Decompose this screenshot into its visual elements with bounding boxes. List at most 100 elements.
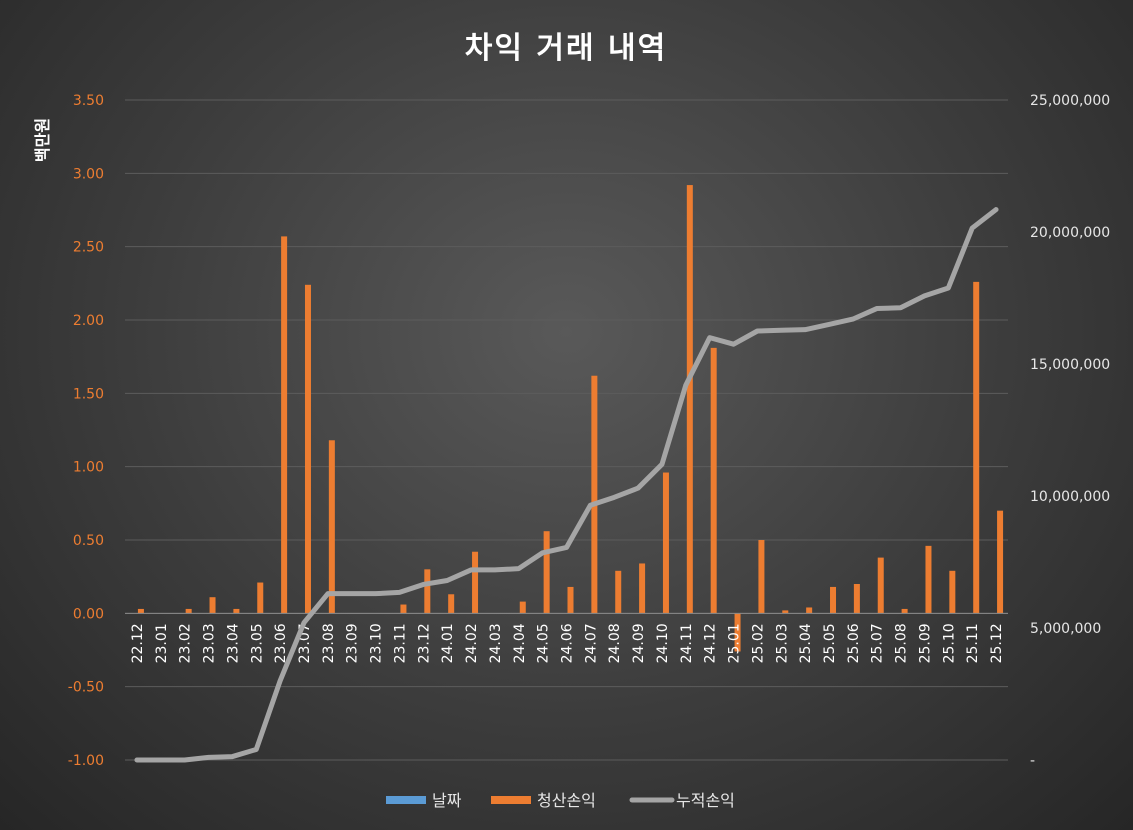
left-tick-label: 2.50: [73, 240, 104, 256]
x-axis-ticks: 22.12 23.01 23.02 23.03 23.04 23.05 23.06 23.07…: [130, 623, 1005, 663]
bar-23.07: [304, 284, 311, 614]
left-tick-label: -1.00: [68, 753, 104, 769]
right-tick-label: 15,000,000: [1030, 357, 1110, 373]
x-tick-label: 24.01: [440, 623, 456, 663]
right-tick-label: 20,000,000: [1030, 225, 1110, 241]
x-tick-label: 25.12: [989, 623, 1005, 663]
x-tick-label: 24.05: [536, 623, 552, 663]
left-tick-label: 1.00: [73, 460, 104, 476]
x-tick-label: 23.02: [178, 623, 194, 663]
chart-title: 차익 거래 내역: [465, 31, 668, 66]
x-tick-label: 23.01: [154, 623, 170, 663]
bar-24.09: [639, 563, 646, 614]
x-tick-label: 24.04: [512, 623, 528, 663]
bar-23.11: [400, 604, 407, 614]
x-tick-label: 25.06: [846, 623, 862, 663]
x-tick-label: 24.09: [631, 623, 647, 663]
left-tick-label: 0.50: [73, 533, 104, 549]
x-tick-label: 23.11: [392, 623, 408, 663]
x-tick-label: 24.03: [488, 623, 504, 663]
legend-swatch-date: [386, 796, 426, 804]
x-tick-label: 25.07: [870, 623, 886, 663]
bar-23.04: [233, 608, 240, 614]
bar-24.06: [567, 586, 574, 614]
legend-label-pnl: 청산손익: [537, 791, 596, 810]
x-tick-label: 24.06: [560, 623, 576, 663]
right-tick-label: 10,000,000: [1030, 489, 1110, 505]
bar-25.10: [949, 570, 956, 614]
bar-25.05: [830, 586, 837, 614]
x-tick-label: 25.10: [941, 623, 957, 663]
x-tick-label: 23.06: [273, 623, 289, 663]
bar-24.08: [615, 570, 622, 614]
bar-25.08: [901, 608, 908, 614]
legend-swatch-pnl: [491, 796, 531, 804]
bar-25.06: [853, 584, 860, 614]
bar-24.07: [591, 375, 598, 614]
right-tick-label: 25,000,000: [1030, 93, 1110, 109]
x-tick-label: 24.02: [464, 623, 480, 663]
bar-25.02: [758, 540, 765, 614]
bar-23.03: [209, 597, 216, 614]
x-tick-label: 25.02: [750, 623, 766, 663]
legend-label-date: 날짜: [432, 791, 462, 810]
x-tick-label: 24.08: [607, 623, 623, 663]
x-tick-label: 25.05: [822, 623, 838, 663]
x-tick-label: 24.12: [703, 623, 719, 663]
left-tick-label: 3.00: [73, 166, 104, 182]
x-tick-label: 25.04: [798, 623, 814, 663]
x-tick-label: 23.10: [369, 623, 385, 663]
legend-label-cumulative: 누적손익: [676, 791, 735, 810]
right-axis-ticks: - 5,000,000 10,000,000 15,000,000 20,000,000…: [1030, 93, 1110, 769]
bar-24.05: [543, 531, 550, 614]
left-tick-label: 2.00: [73, 313, 104, 329]
bar-24.01: [448, 594, 455, 614]
left-tick-label: 3.50: [73, 93, 104, 109]
bar-23.12: [424, 569, 431, 614]
x-tick-label: 25.03: [774, 623, 790, 663]
x-tick-label: 23.05: [249, 623, 265, 663]
x-tick-label: 24.10: [655, 623, 671, 663]
bar-23.02: [185, 608, 192, 614]
bar-25.07: [877, 557, 884, 614]
bar-22.12: [137, 608, 144, 614]
bar-25.12: [997, 510, 1004, 614]
legend: 날짜 청산손익 누적손익: [386, 791, 735, 810]
x-tick-label: 25.01: [727, 623, 743, 663]
bar-25.09: [925, 545, 932, 614]
right-tick-label: 5,000,000: [1030, 621, 1101, 637]
x-tick-label: 23.12: [416, 623, 432, 663]
bar-24.10: [662, 472, 669, 614]
bar-24.12: [710, 347, 717, 614]
x-tick-label: 23.09: [345, 623, 361, 663]
left-tick-label: 0.00: [73, 606, 104, 622]
left-tick-label: -0.50: [68, 680, 104, 696]
bar-24.04: [519, 601, 526, 614]
x-tick-label: 22.12: [130, 623, 146, 663]
x-tick-label: 25.08: [894, 623, 910, 663]
bar-series-layer: [137, 185, 1004, 652]
bar-23.08: [328, 440, 335, 614]
bar-25.04: [806, 607, 813, 614]
bar-24.02: [472, 551, 479, 614]
x-tick-label: 25.09: [917, 623, 933, 663]
y-axis-label: 백만원: [33, 118, 52, 162]
bar-24.11: [686, 185, 693, 614]
x-tick-label: 25.11: [965, 623, 981, 663]
x-tick-label: 24.07: [583, 623, 599, 663]
bar-23.06: [281, 236, 288, 614]
x-tick-label: 23.04: [225, 623, 241, 663]
bar-25.01: [734, 613, 741, 652]
bar-23.05: [257, 582, 264, 614]
x-tick-label: 24.11: [679, 623, 695, 663]
bar-25.11: [973, 281, 980, 614]
x-tick-label: 23.03: [202, 623, 218, 663]
left-tick-label: 1.50: [73, 386, 104, 402]
right-tick-label: -: [1030, 753, 1035, 769]
line-series-layer: [134, 207, 999, 763]
bar-25.03: [782, 610, 789, 614]
left-axis-ticks: -1.00 -0.50 0.00 0.50 1.00 1.50 2.00 2.50 3.00 3.…: [68, 93, 104, 769]
cumulative-line: [134, 207, 999, 763]
